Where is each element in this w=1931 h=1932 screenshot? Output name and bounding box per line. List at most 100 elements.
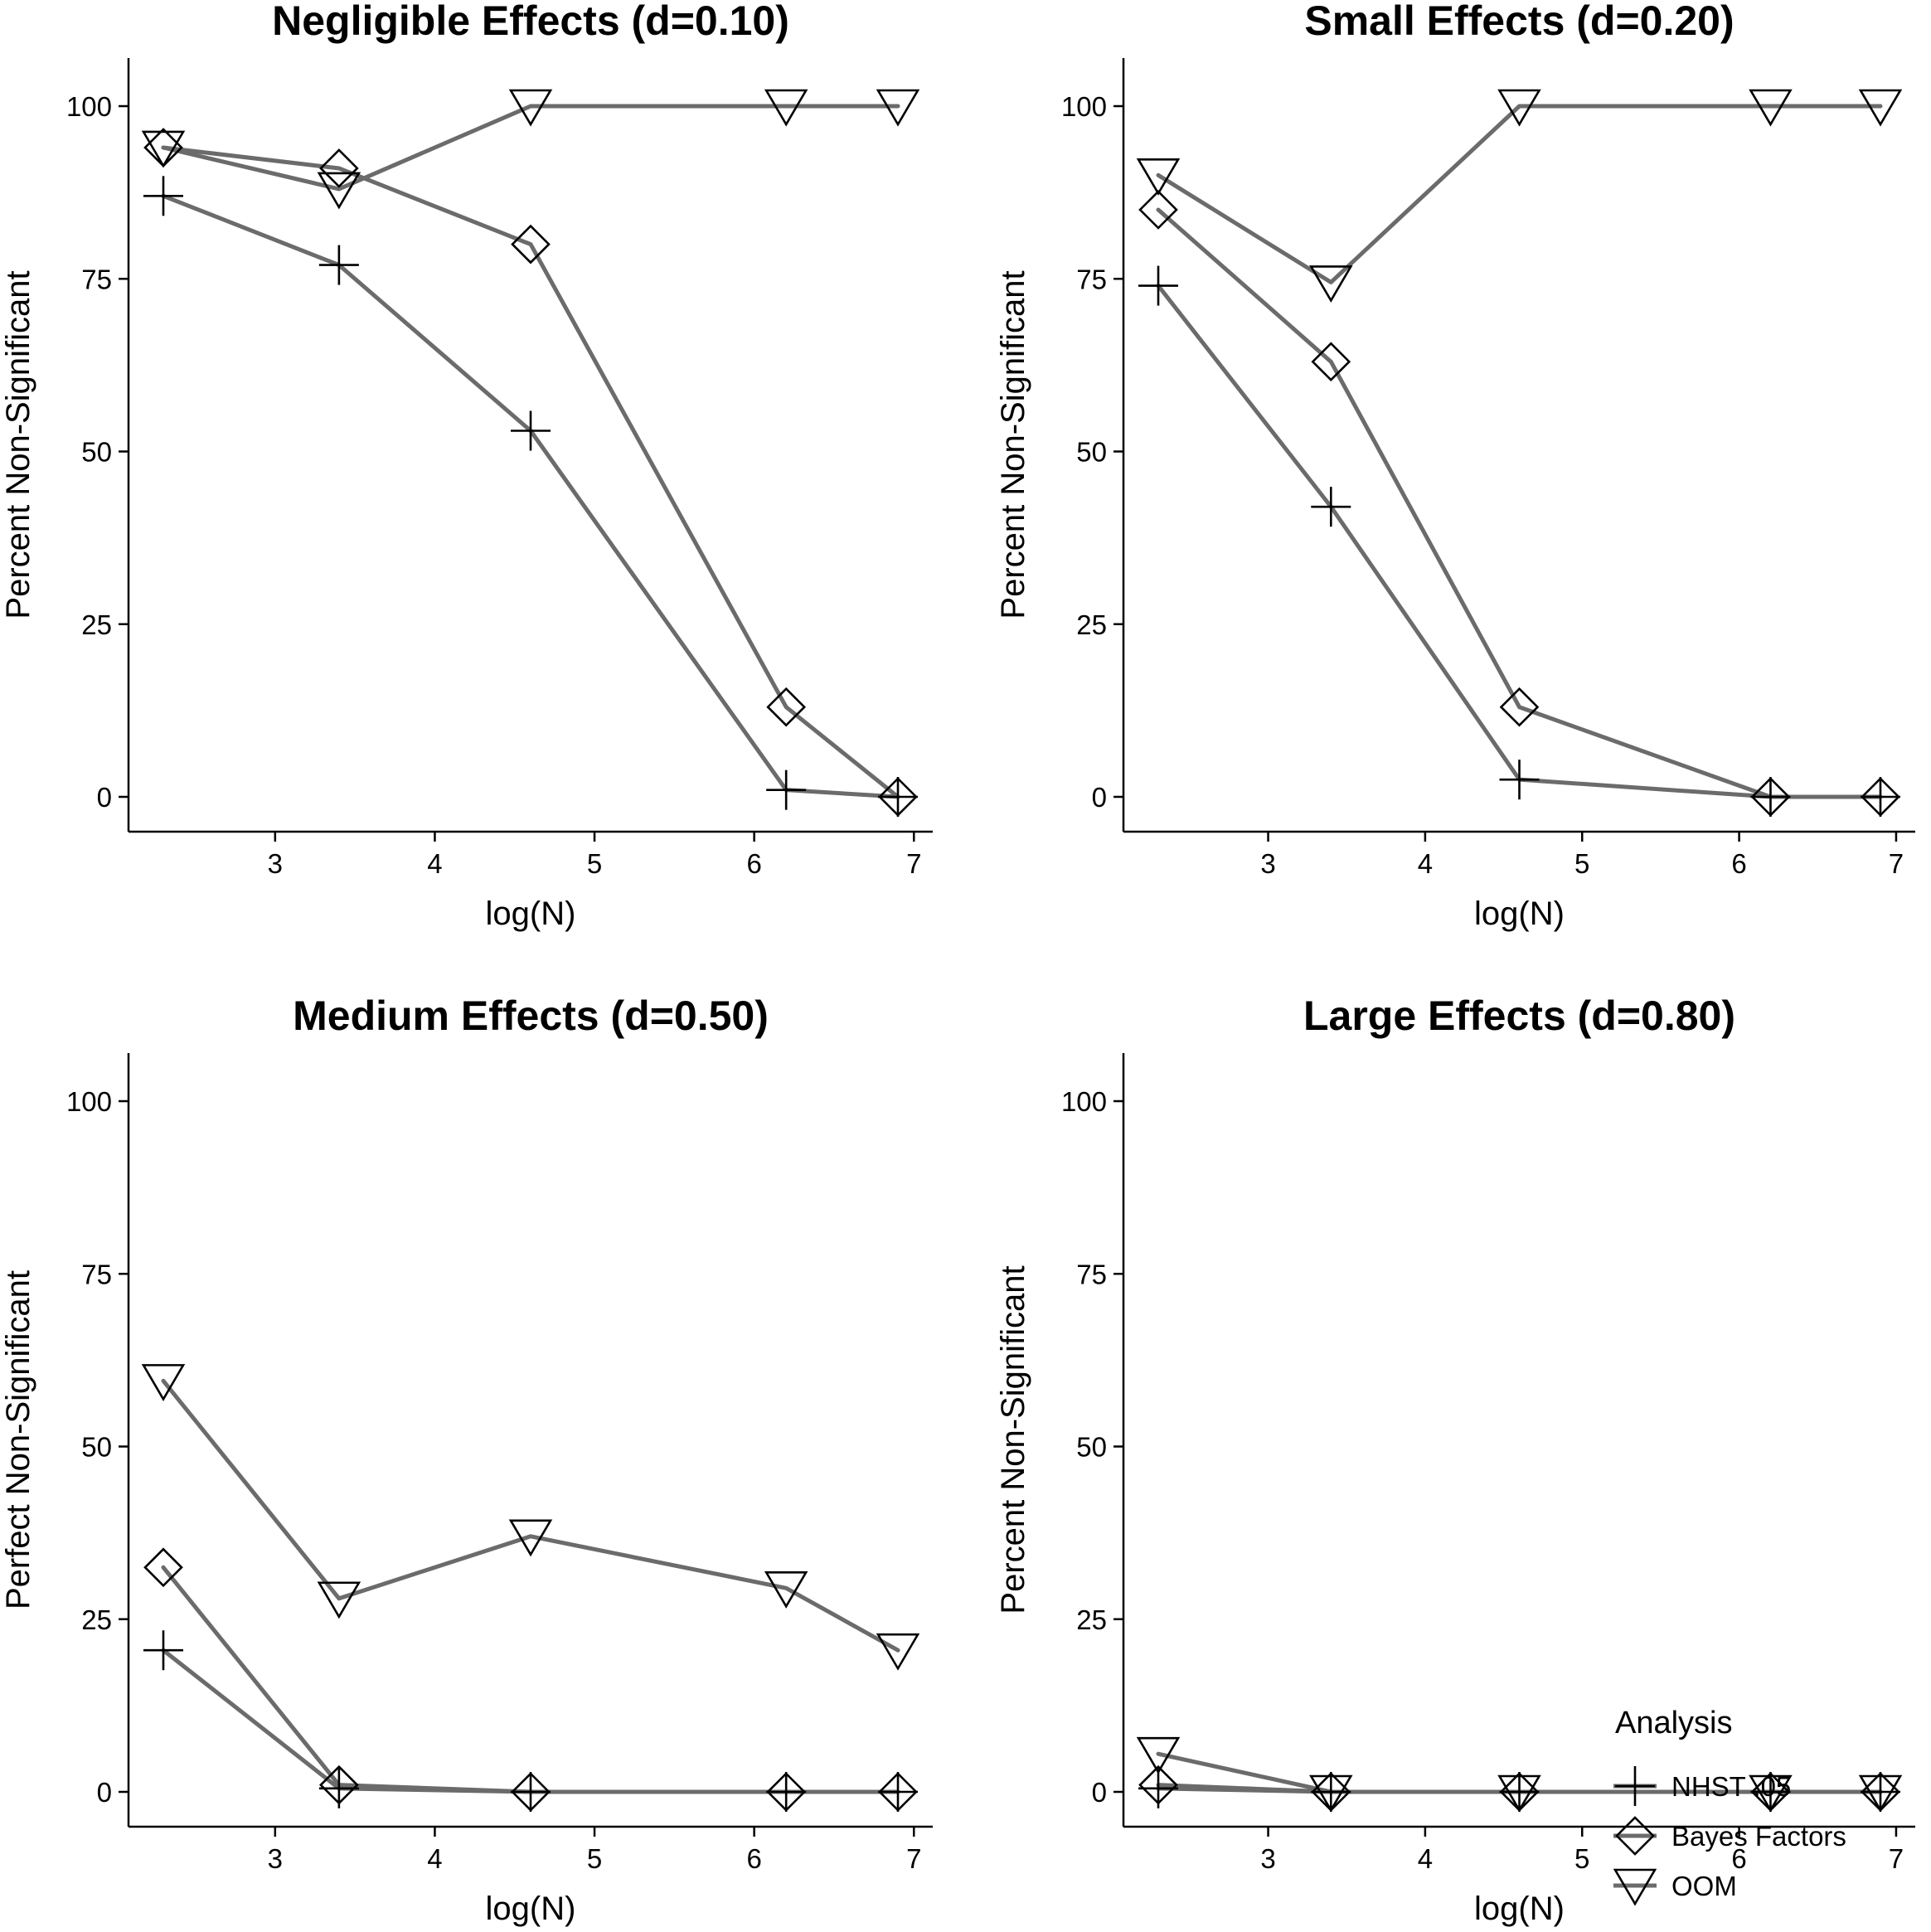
x-tick-label: 4 <box>427 1843 442 1874</box>
data-point-plus <box>1499 1772 1540 1812</box>
data-point-plus <box>766 769 807 810</box>
y-tick-label: 50 <box>81 437 112 468</box>
data-point-triangle-down <box>876 1633 920 1671</box>
data-point-diamond <box>878 777 918 817</box>
data-point-diamond <box>319 148 359 188</box>
data-point-plus <box>1499 760 1540 800</box>
x-tick-label: 3 <box>1260 1843 1275 1874</box>
data-point-plus <box>143 1630 183 1671</box>
y-tick-label: 100 <box>1061 91 1107 122</box>
data-point-triangle-down <box>141 1364 186 1401</box>
y-tick-label: 0 <box>1092 782 1107 813</box>
data-point-plus <box>1750 1772 1791 1812</box>
x-tick-label: 5 <box>1574 848 1589 879</box>
data-point-triangle-down <box>317 1581 361 1619</box>
x-axis-label: log(N) <box>486 1891 576 1927</box>
x-axis-label: log(N) <box>1474 1891 1565 1927</box>
y-axis-label: Percent Non-Significant <box>0 270 36 619</box>
data-point-triangle-down <box>1309 265 1353 303</box>
x-tick-label: 6 <box>1731 1843 1746 1874</box>
data-point-triangle-down <box>764 89 808 127</box>
data-point-diamond <box>766 687 807 727</box>
y-tick-label: 75 <box>81 264 112 294</box>
data-point-triangle-down <box>317 172 361 210</box>
data-point-triangle-down <box>508 89 553 127</box>
data-point-diamond <box>511 1772 551 1812</box>
data-point-plus <box>766 1772 807 1812</box>
y-tick-label: 25 <box>81 609 112 640</box>
legend-title: Analysis <box>1615 1706 1733 1740</box>
legend-item-label: NHST .05 <box>1671 1771 1791 1802</box>
series-line-triangle-down <box>161 104 900 192</box>
legend-item-label: Bayes Factors <box>1671 1821 1846 1852</box>
data-point-diamond <box>1750 777 1791 817</box>
data-point-triangle-down <box>1136 158 1181 196</box>
data-point-diamond <box>878 1772 918 1812</box>
x-tick-label: 5 <box>587 1843 602 1874</box>
series-line-triangle-down <box>1156 104 1883 284</box>
y-tick-label: 0 <box>97 782 112 813</box>
y-axis-label: Percent Non-Significant <box>995 270 1031 619</box>
panel-title: Medium Effects (d=0.50) <box>293 993 769 1039</box>
legend-key-plus <box>1615 1766 1655 1806</box>
x-axis-label: log(N) <box>486 896 576 932</box>
data-point-diamond <box>319 1765 359 1805</box>
y-tick-label: 100 <box>66 91 112 122</box>
y-tick-label: 75 <box>81 1259 112 1289</box>
legend: Analysis NHST .05 Bayes Factors OOM <box>1613 1706 1846 1906</box>
data-point-triangle-down <box>1749 89 1793 127</box>
data-point-plus <box>878 1772 918 1812</box>
y-tick-label: 75 <box>1076 264 1107 294</box>
x-axis-label: log(N) <box>1474 896 1565 932</box>
y-tick-label: 25 <box>1076 609 1107 640</box>
y-tick-label: 50 <box>81 1432 112 1463</box>
data-point-plus <box>1311 487 1351 527</box>
y-axis-label: Perfect Non-Significant <box>0 1270 36 1609</box>
data-point-triangle-down <box>1497 1774 1541 1813</box>
series-line-plus <box>161 1648 900 1794</box>
panel-title: Small Effects (d=0.20) <box>1304 0 1734 44</box>
x-tick-label: 4 <box>1418 848 1433 879</box>
data-point-triangle-down <box>1497 89 1541 127</box>
series-line-diamond <box>161 145 900 799</box>
x-tick-label: 6 <box>746 848 761 879</box>
panel-2: Small Effects (d=0.20) 0 25 50 75 100 3 4 5 6 7 log… <box>995 0 1915 932</box>
x-tick-label: 7 <box>906 1843 921 1874</box>
data-point-plus <box>143 176 183 216</box>
data-point-triangle-down <box>141 130 186 168</box>
y-tick-label: 50 <box>1076 437 1107 468</box>
data-point-triangle-down <box>1858 89 1903 127</box>
data-point-plus <box>1311 1772 1351 1812</box>
series-line-triangle-down <box>161 1378 900 1653</box>
data-point-triangle-down <box>508 1519 553 1557</box>
x-tick-label: 7 <box>1889 848 1904 879</box>
data-point-diamond <box>1138 190 1178 230</box>
data-point-plus <box>1861 1772 1900 1812</box>
x-tick-label: 3 <box>268 1843 283 1874</box>
data-point-diamond <box>143 1547 183 1588</box>
data-point-plus <box>878 777 918 817</box>
panel-4: Large Effects (d=0.80) 0 25 50 75 100 3 4 5 6 7 log… <box>995 993 1915 1927</box>
x-tick-label: 3 <box>268 848 283 879</box>
data-point-plus <box>318 245 359 285</box>
data-point-plus <box>1750 777 1791 817</box>
y-tick-label: 50 <box>1076 1432 1107 1463</box>
x-tick-label: 4 <box>1418 1843 1433 1874</box>
y-tick-label: 0 <box>97 1777 112 1808</box>
panel-1: Negligible Effects (d=0.10) 0 25 50 75 100 3 4 5… <box>0 0 933 932</box>
x-tick-label: 4 <box>427 848 442 879</box>
data-point-plus <box>1861 777 1900 817</box>
y-tick-label: 25 <box>1076 1604 1107 1635</box>
y-axis-label: Percent Non-Significant <box>995 1265 1031 1614</box>
legend-item-label: OOM <box>1671 1871 1737 1901</box>
series-line-plus <box>1156 284 1883 799</box>
series-line-diamond <box>161 1565 900 1794</box>
y-tick-label: 25 <box>81 1604 112 1635</box>
x-tick-label: 7 <box>1889 1843 1904 1874</box>
data-point-triangle-down <box>1858 1774 1903 1813</box>
data-point-diamond <box>1311 342 1351 382</box>
x-tick-label: 5 <box>1574 1843 1589 1874</box>
data-point-plus <box>511 410 551 451</box>
data-point-diamond <box>1138 1765 1178 1805</box>
x-tick-label: 7 <box>906 848 921 879</box>
